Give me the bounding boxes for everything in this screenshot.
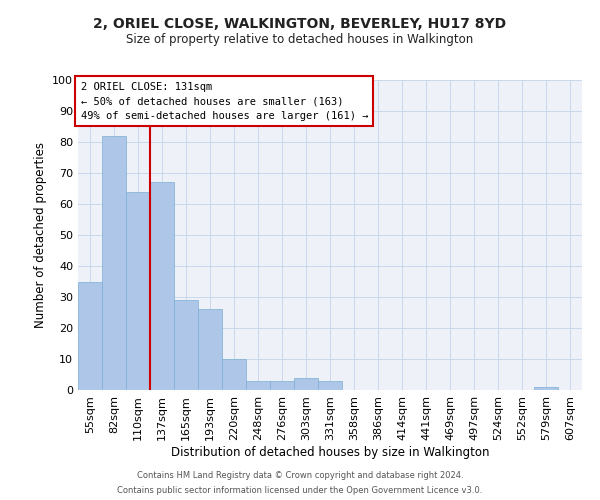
Bar <box>198 310 222 390</box>
Bar <box>534 387 558 390</box>
Y-axis label: Number of detached properties: Number of detached properties <box>34 142 47 328</box>
Bar <box>246 380 270 390</box>
Text: 2 ORIEL CLOSE: 131sqm
← 50% of detached houses are smaller (163)
49% of semi-det: 2 ORIEL CLOSE: 131sqm ← 50% of detached … <box>80 82 368 121</box>
X-axis label: Distribution of detached houses by size in Walkington: Distribution of detached houses by size … <box>171 446 489 458</box>
Bar <box>294 378 318 390</box>
Bar <box>126 192 150 390</box>
Bar <box>318 380 342 390</box>
Text: Size of property relative to detached houses in Walkington: Size of property relative to detached ho… <box>127 32 473 46</box>
Bar <box>102 136 126 390</box>
Bar <box>222 359 246 390</box>
Text: 2, ORIEL CLOSE, WALKINGTON, BEVERLEY, HU17 8YD: 2, ORIEL CLOSE, WALKINGTON, BEVERLEY, HU… <box>94 18 506 32</box>
Bar <box>150 182 174 390</box>
Text: Contains public sector information licensed under the Open Government Licence v3: Contains public sector information licen… <box>118 486 482 495</box>
Bar <box>174 300 198 390</box>
Text: Contains HM Land Registry data © Crown copyright and database right 2024.: Contains HM Land Registry data © Crown c… <box>137 471 463 480</box>
Bar <box>78 282 102 390</box>
Bar <box>270 380 294 390</box>
